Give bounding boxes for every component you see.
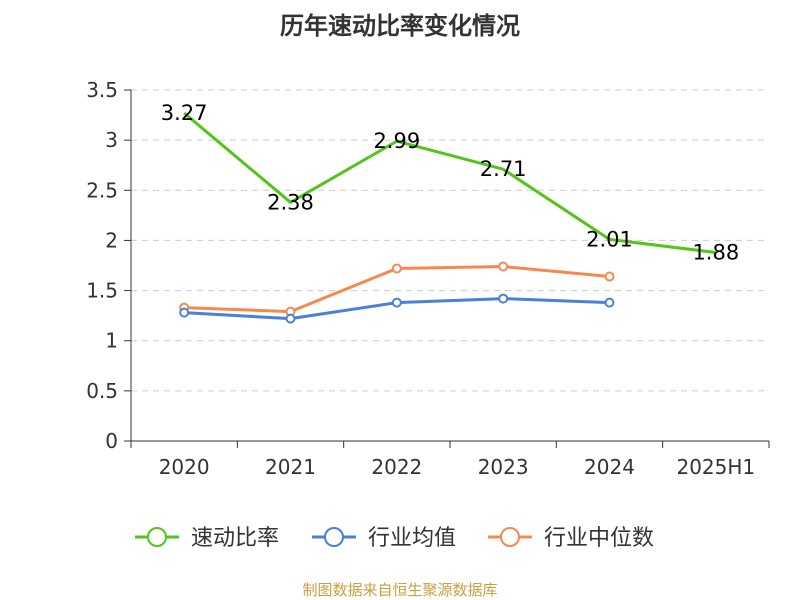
series-line-0 <box>183 111 717 254</box>
legend-label: 行业中位数 <box>544 526 654 551</box>
x-tick-label: 2022 <box>371 455 422 479</box>
data-label: 3.27 <box>161 101 208 125</box>
y-tick-label: 3.5 <box>86 78 118 102</box>
x-tick-label: 2021 <box>265 455 316 479</box>
data-label: 2.71 <box>480 157 527 181</box>
data-label: 2.99 <box>373 129 420 153</box>
data-point-2 <box>391 263 402 274</box>
chart-title: 历年速动比率变化情况 <box>280 12 520 40</box>
y-tick-label: 2 <box>105 228 118 252</box>
data-point-2 <box>604 271 615 282</box>
data-point-1 <box>179 307 190 318</box>
x-tick-label: 2020 <box>159 455 210 479</box>
x-tick-label: 2023 <box>478 455 529 479</box>
data-point-2 <box>498 261 509 272</box>
data-source-note: 制图数据来自恒生聚源数据库 <box>302 581 498 599</box>
data-point-1 <box>391 297 402 308</box>
data-point-1 <box>604 297 615 308</box>
y-tick-label: 0 <box>105 429 118 453</box>
legend-label: 速动比率 <box>191 526 279 551</box>
legend-marker <box>500 527 520 547</box>
legend-marker <box>324 527 344 547</box>
data-point-1 <box>498 293 509 304</box>
y-tick-label: 2.5 <box>86 178 118 202</box>
data-label: 2.38 <box>267 190 314 214</box>
y-tick-label: 3 <box>105 128 118 152</box>
y-tick-label: 0.5 <box>86 379 118 403</box>
data-label: 1.88 <box>692 240 739 264</box>
x-tick-label: 2024 <box>584 455 635 479</box>
legend-marker <box>147 527 167 547</box>
y-tick-label: 1.5 <box>86 279 118 303</box>
y-tick-label: 1 <box>105 329 118 353</box>
x-tick-label: 2025H1 <box>676 455 755 479</box>
legend-label: 行业均值 <box>368 526 456 551</box>
data-label: 2.01 <box>586 227 633 251</box>
data-point-1 <box>285 313 296 324</box>
